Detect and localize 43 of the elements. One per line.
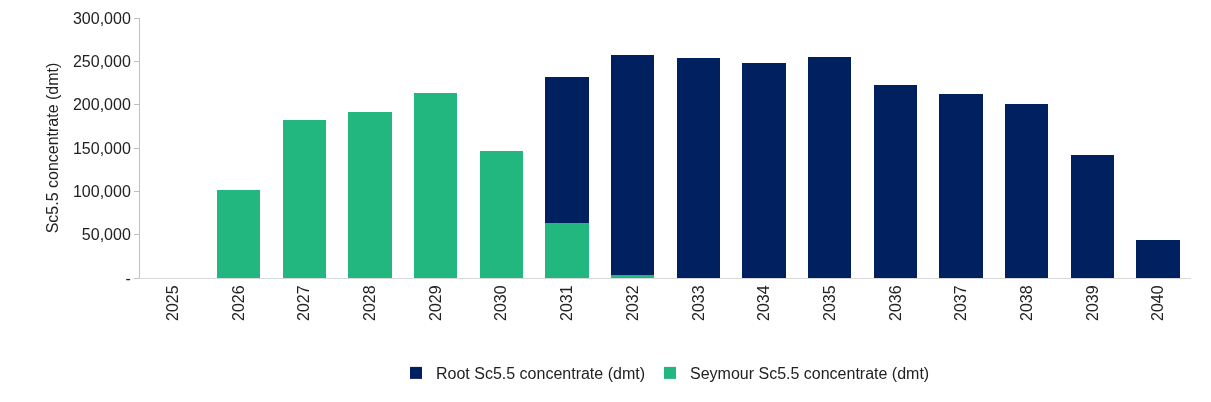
bar — [939, 94, 983, 278]
y-tick-label: 100,000 — [72, 182, 131, 200]
y-tick-label: 150,000 — [72, 139, 131, 157]
bar — [1136, 239, 1180, 278]
x-tick-label: 2037 — [952, 285, 970, 321]
y-axis-title: Sc5.5 concentrate (dmt) — [43, 62, 61, 234]
x-tick-label: 2031 — [558, 285, 576, 321]
y-tick-label: 300,000 — [72, 9, 131, 27]
x-tick-label: 2025 — [164, 285, 182, 321]
legend-label: Seymour Sc5.5 concentrate (dmt) — [689, 365, 930, 383]
bar — [479, 150, 523, 278]
bar — [808, 57, 852, 278]
y-tick-label: 200,000 — [72, 96, 131, 114]
bar — [742, 63, 786, 278]
y-tick-label: - — [125, 269, 131, 287]
bar — [545, 223, 589, 278]
x-tick-label: 2026 — [229, 285, 247, 321]
x-tick-label: 2039 — [1083, 285, 1101, 321]
bar — [1005, 103, 1049, 278]
x-tick-label: 2030 — [492, 285, 510, 321]
x-tick-label: 2028 — [361, 285, 379, 321]
x-tick-label: 2032 — [623, 285, 641, 321]
bar — [1070, 154, 1115, 278]
legend-label: Root Sc5.5 concentrate (dmt) — [436, 365, 645, 383]
bar — [282, 120, 326, 278]
x-tick-label: 2035 — [820, 285, 838, 321]
bar — [413, 92, 458, 278]
bar — [216, 190, 261, 278]
bar — [545, 76, 589, 224]
bar — [873, 84, 918, 278]
x-tick-label: 2040 — [1149, 285, 1167, 321]
y-tick-label: 250,000 — [72, 52, 131, 70]
x-tick-label: 2036 — [886, 285, 904, 321]
y-tick-label: 50,000 — [81, 226, 131, 244]
x-tick-label: 2027 — [295, 285, 313, 321]
bar — [610, 55, 655, 276]
x-tick-label: 2029 — [426, 285, 444, 321]
x-tick-label: 2034 — [755, 285, 773, 321]
bar — [610, 275, 655, 278]
x-tick-label: 2033 — [689, 285, 707, 321]
bar — [348, 112, 392, 278]
x-tick-label: 2038 — [1017, 285, 1035, 321]
bar — [676, 57, 721, 278]
